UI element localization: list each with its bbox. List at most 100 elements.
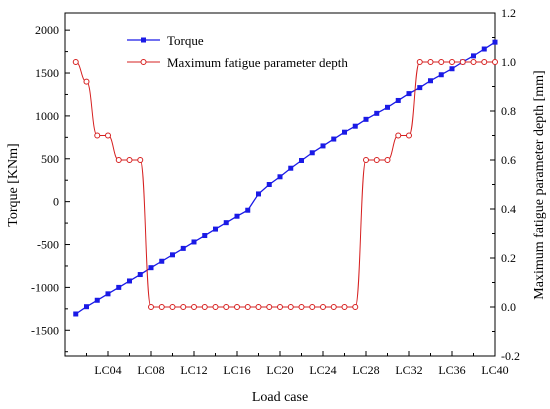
torque-point bbox=[170, 252, 175, 258]
torque-point bbox=[234, 213, 240, 219]
y-right-tick-label: -0.2 bbox=[501, 349, 520, 363]
series-layer bbox=[72, 39, 498, 317]
x-tick-label: LC08 bbox=[137, 363, 164, 377]
torque-point bbox=[256, 191, 261, 197]
torque-point bbox=[202, 233, 208, 239]
depth-point bbox=[406, 132, 412, 139]
torque-point bbox=[492, 39, 498, 45]
depth-point bbox=[449, 59, 455, 65]
depth-point bbox=[148, 304, 154, 310]
torque-point bbox=[406, 91, 412, 97]
torque-point bbox=[320, 143, 326, 149]
depth-point bbox=[470, 59, 477, 65]
y-right-tick-label: 1.2 bbox=[501, 6, 516, 20]
depth-point bbox=[438, 59, 445, 65]
y-right-tick-label: 0.4 bbox=[501, 202, 516, 216]
depth-point bbox=[201, 304, 208, 310]
torque-point bbox=[449, 66, 455, 72]
torque-point bbox=[116, 284, 122, 290]
depth-point bbox=[298, 304, 305, 310]
torque-point bbox=[277, 174, 283, 180]
depth-point bbox=[309, 304, 316, 310]
x-tick-label: LC36 bbox=[438, 363, 465, 377]
depth-point bbox=[492, 59, 498, 65]
depth-point bbox=[341, 304, 348, 310]
depth-point bbox=[395, 132, 402, 139]
torque-line bbox=[75, 41, 496, 315]
torque-point bbox=[213, 226, 218, 232]
torque-point bbox=[94, 297, 100, 303]
depth-point bbox=[330, 304, 337, 310]
depth-point bbox=[223, 304, 230, 310]
depth-point bbox=[481, 59, 488, 65]
y-axis-left: -1500 -1000 -500 0 500 1000 1500 2000 bbox=[31, 23, 70, 353]
torque-point bbox=[105, 291, 111, 297]
depth-point bbox=[459, 59, 466, 65]
depth-point bbox=[384, 157, 391, 163]
torque-point bbox=[385, 104, 390, 110]
torque-point bbox=[73, 311, 79, 317]
torque-point bbox=[374, 110, 380, 116]
x-tick-label: LC04 bbox=[94, 363, 121, 377]
depth-line bbox=[75, 61, 495, 308]
legend-depth-marker bbox=[140, 59, 147, 65]
depth-point bbox=[287, 304, 294, 310]
x-tick-label: LC24 bbox=[309, 363, 336, 377]
y-axis-right-title: Maximum fatigue parameter depth [mm] bbox=[532, 70, 547, 299]
y-left-tick-label: -1500 bbox=[31, 323, 59, 337]
torque-point bbox=[352, 123, 358, 129]
x-tick-label: LC32 bbox=[395, 363, 422, 377]
torque-point bbox=[84, 304, 89, 310]
torque-point bbox=[438, 72, 444, 78]
torque-point bbox=[159, 258, 165, 264]
torque-point bbox=[180, 245, 186, 251]
depth-point bbox=[169, 304, 176, 310]
depth-point bbox=[83, 78, 90, 85]
depth-point bbox=[427, 59, 434, 65]
x-axis: LC04 LC08 LC12 LC16 LC20 LC24 LC28 LC32 LC36 LC40 bbox=[86, 351, 509, 377]
y-right-tick-label: 0.6 bbox=[501, 153, 516, 167]
depth-point bbox=[126, 157, 133, 163]
x-tick-label: LC28 bbox=[352, 363, 379, 377]
depth-point bbox=[266, 304, 273, 310]
y-right-tick-label: 0.8 bbox=[501, 104, 516, 118]
x-tick-label: LC20 bbox=[266, 363, 293, 377]
y-left-tick-label: -1000 bbox=[31, 280, 59, 294]
depth-point bbox=[191, 304, 197, 310]
torque-point bbox=[127, 278, 132, 284]
depth-point bbox=[158, 304, 165, 310]
y-axis-left-title: Torque [KNm] bbox=[6, 143, 21, 226]
torque-point bbox=[417, 85, 423, 91]
torque-point bbox=[428, 78, 433, 84]
torque-point bbox=[331, 136, 337, 142]
y-left-tick-label: 1000 bbox=[35, 109, 59, 123]
depth-point bbox=[363, 157, 369, 163]
torque-point bbox=[309, 150, 315, 156]
depth-point bbox=[373, 157, 380, 163]
x-tick-label: LC16 bbox=[223, 363, 250, 377]
depth-point bbox=[255, 304, 262, 310]
torque-point bbox=[471, 53, 476, 59]
depth-point bbox=[277, 304, 283, 310]
torque-point bbox=[288, 165, 294, 171]
torque-point bbox=[137, 272, 143, 278]
depth-point bbox=[416, 59, 423, 65]
x-tick-label: LC40 bbox=[481, 363, 508, 377]
depth-point bbox=[115, 157, 122, 163]
y-left-tick-label: 2000 bbox=[35, 23, 59, 37]
x-tick-label: LC12 bbox=[180, 363, 207, 377]
y-left-tick-label: 0 bbox=[53, 195, 59, 209]
depth-point bbox=[94, 132, 101, 139]
legend-depth-label: Maximum fatigue parameter depth bbox=[167, 55, 348, 70]
torque-point bbox=[363, 116, 369, 122]
y-left-tick-label: 1500 bbox=[35, 66, 59, 80]
y-axis-right: -0.2 0.0 0.2 0.4 0.6 0.8 1.0 1.2 bbox=[490, 6, 520, 363]
y-left-tick-label: 500 bbox=[41, 152, 59, 166]
y-right-tick-label: 0.2 bbox=[501, 251, 516, 265]
torque-point bbox=[342, 129, 347, 135]
torque-point bbox=[148, 265, 154, 271]
depth-point bbox=[105, 132, 111, 139]
y-right-tick-label: 1.0 bbox=[501, 55, 516, 69]
torque-point bbox=[191, 239, 197, 245]
